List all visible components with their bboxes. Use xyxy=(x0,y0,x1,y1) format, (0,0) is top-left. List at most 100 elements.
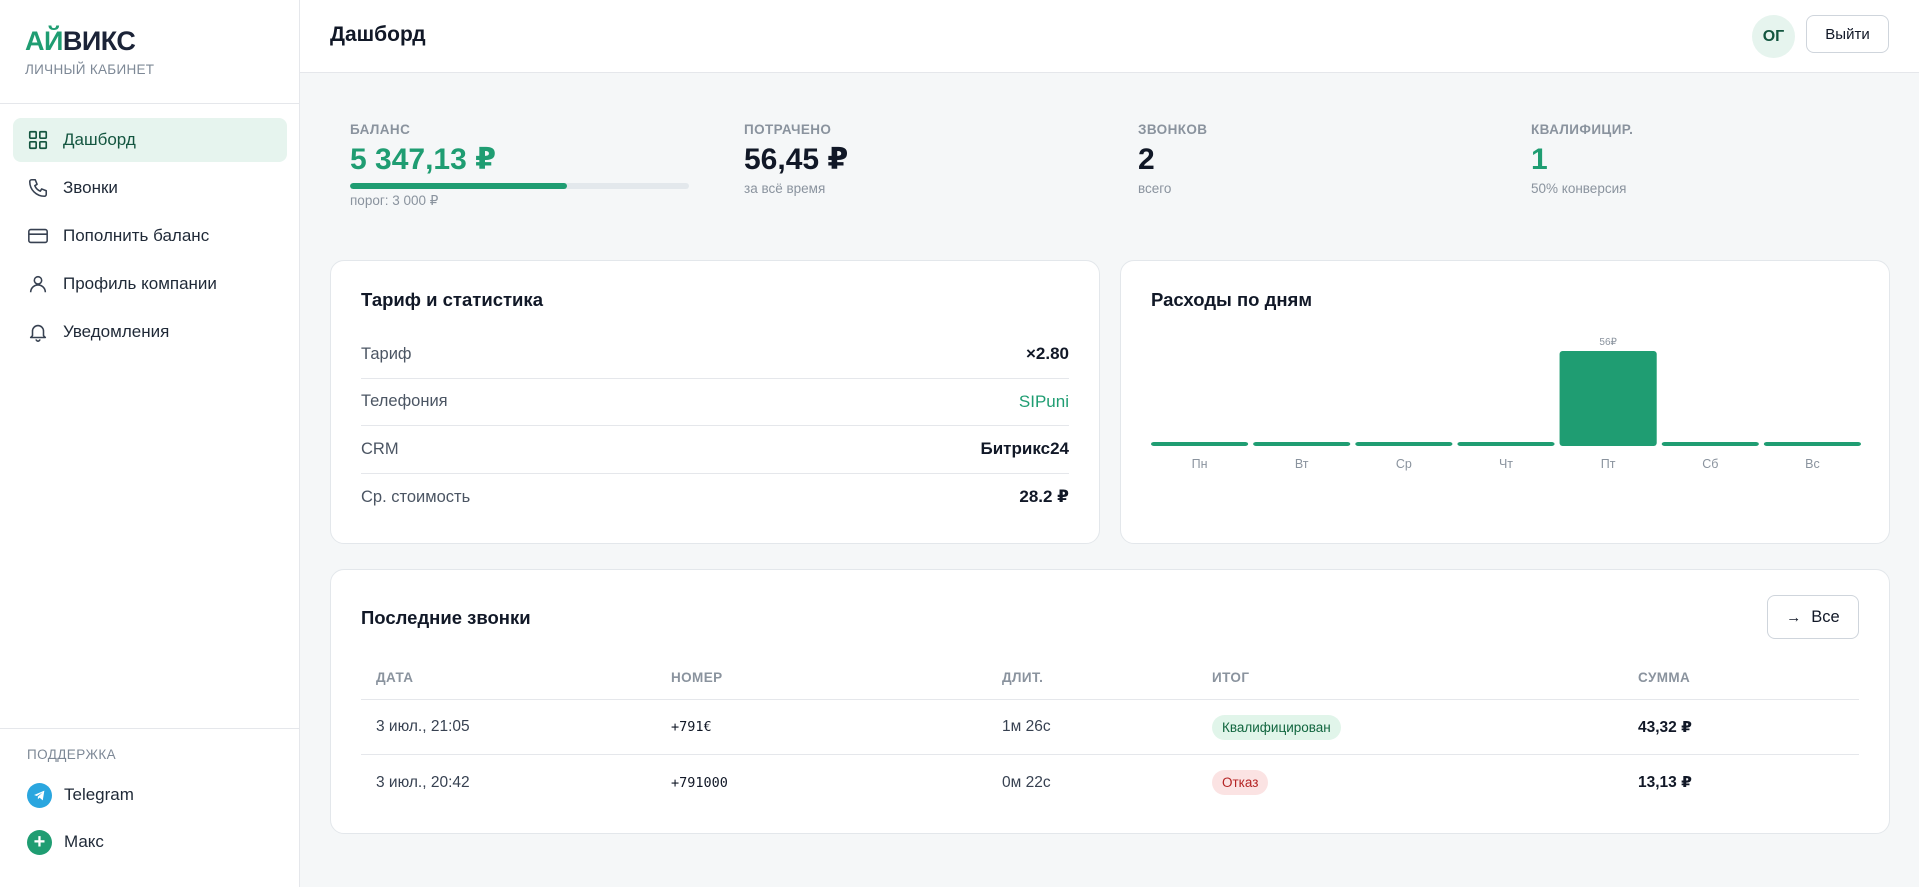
daily-expenses-chart: Пн Вт Ср Чт Пт 56₽ Сб Вс xyxy=(1151,337,1861,471)
stat-qualified: КВАЛИФИЦИР. 1 50% конверсия xyxy=(1531,122,1871,196)
sidebar-item-label: Уведомления xyxy=(63,322,170,341)
chart-tick-label: Пн xyxy=(1192,457,1208,471)
sidebar-item-label: Пополнить баланс xyxy=(63,226,210,245)
phone-icon xyxy=(27,177,49,199)
chart-bar-Ср xyxy=(1355,442,1453,446)
tariff-key: Ср. стоимость xyxy=(361,487,471,506)
sidebar-item-topup[interactable]: Пополнить баланс xyxy=(13,214,287,258)
calls-table: ДАТА НОМЕР ДЛИТ. ИТОГ СУММА 3 июл., 21:0… xyxy=(361,655,1859,810)
recent-calls-card: Последние звонки → Все ДАТА НОМЕР ДЛИТ. … xyxy=(330,569,1890,834)
tariff-key: Тариф xyxy=(361,344,412,363)
sidebar-item-calls[interactable]: Звонки xyxy=(13,166,287,210)
brand: АЙВИКС ЛИЧНЫЙ КАБИНЕТ xyxy=(0,0,299,104)
arrow-right-icon: → xyxy=(1786,608,1802,626)
call-sum: 13,13 ₽ xyxy=(1638,774,1692,791)
dashboard-icon xyxy=(27,129,49,151)
support-title: ПОДДЕРЖКА xyxy=(27,747,116,762)
chart-tick-label: Вт xyxy=(1295,457,1309,471)
brand-subtitle: ЛИЧНЫЙ КАБИНЕТ xyxy=(25,62,155,77)
user-icon xyxy=(27,273,49,295)
stat-sub: всего xyxy=(1138,181,1172,196)
stat-label: ПОТРАЧЕНО xyxy=(744,122,832,137)
credit-card-icon xyxy=(27,225,49,247)
tariff-row: Тариф ×2.80 xyxy=(361,331,1069,379)
chart-bar-Пн xyxy=(1151,442,1249,446)
page-title: Дашборд xyxy=(330,23,426,46)
sidebar-item-label: Звонки xyxy=(63,178,118,197)
call-duration: 1м 26с xyxy=(1002,718,1051,735)
daily-expenses-card: Расходы по дням Пн Вт Ср Чт Пт 56₽ Сб Вс xyxy=(1120,260,1890,544)
logout-button[interactable]: Выйти xyxy=(1806,15,1889,53)
tariff-key: CRM xyxy=(361,439,399,458)
tariff-row: Ср. стоимость 28.2 ₽ xyxy=(361,474,1069,522)
support-max-link[interactable]: + Макс xyxy=(27,829,299,855)
chart-bar-Вс xyxy=(1763,442,1861,446)
tariff-card: Тариф и статистика Тариф ×2.80 Телефония… xyxy=(330,260,1100,544)
telegram-icon xyxy=(27,782,52,808)
stat-label: ЗВОНКОВ xyxy=(1138,122,1208,137)
call-sum: 43,32 ₽ xyxy=(1638,718,1692,736)
sidebar-item-notifications[interactable]: Уведомления xyxy=(13,310,287,354)
tariff-row: CRM Битрикс24 xyxy=(361,426,1069,474)
chart-tick-label: Ср xyxy=(1396,457,1412,471)
stat-balance: БАЛАНС 5 347,13 ₽ порог: 3 000 ₽ xyxy=(350,122,690,209)
chart-bar-Сб xyxy=(1661,442,1759,446)
chart-bar-Чт xyxy=(1457,442,1555,446)
call-result-cell: Квалифицирован xyxy=(1212,714,1638,740)
tariff-row: Телефония SIPuni xyxy=(361,379,1069,426)
tariff-value: ×2.80 xyxy=(1025,344,1069,364)
call-date: 3 июл., 20:42 xyxy=(376,773,470,791)
tariff-value: Битрикс24 xyxy=(980,439,1069,459)
logo[interactable]: АЙВИКС xyxy=(25,26,136,56)
all-calls-button[interactable]: → Все xyxy=(1767,595,1859,639)
sidebar: АЙВИКС ЛИЧНЫЙ КАБИНЕТ Дашборд Звонки Поп… xyxy=(0,0,300,887)
sidebar-item-dashboard[interactable]: Дашборд xyxy=(13,118,287,162)
avatar[interactable]: ОГ xyxy=(1752,15,1795,58)
stat-sub: за всё время xyxy=(744,181,826,196)
chart-bar-Вт xyxy=(1253,442,1351,446)
chart-data-label: 56₽ xyxy=(1599,337,1617,348)
card-title: Последние звонки xyxy=(361,607,531,628)
sidebar-nav: Дашборд Звонки Пополнить баланс Профиль … xyxy=(0,104,299,354)
tariff-value: SIPuni xyxy=(1018,391,1069,411)
sidebar-item-company-profile[interactable]: Профиль компании xyxy=(13,262,287,306)
stat-sub: 50% конверсия xyxy=(1531,181,1627,196)
plus-icon: + xyxy=(27,829,52,855)
stat-label: КВАЛИФИЦИР. xyxy=(1531,122,1634,137)
tariff-key: Телефония xyxy=(361,392,448,411)
column-header-date[interactable]: ДАТА xyxy=(376,669,414,685)
column-header-number[interactable]: НОМЕР xyxy=(671,669,723,685)
stat-value: 5 347,13 ₽ xyxy=(350,143,496,176)
top-header: Дашборд ОГ Выйти xyxy=(300,0,1919,73)
balance-progress-bar xyxy=(350,183,689,189)
stat-value: 1 xyxy=(1531,143,1548,176)
table-header: ДАТА НОМЕР ДЛИТ. ИТОГ СУММА xyxy=(361,655,1859,700)
status-badge: Квалифицирован xyxy=(1212,714,1341,740)
tariff-rows: Тариф ×2.80 Телефония SIPuni CRM Битрикс… xyxy=(361,331,1069,521)
column-header-duration[interactable]: ДЛИТ. xyxy=(1002,669,1044,685)
tariff-value: 28.2 ₽ xyxy=(1019,487,1069,507)
card-title: Расходы по дням xyxy=(1151,289,1313,310)
bell-icon xyxy=(27,321,49,343)
stat-value: 56,45 ₽ xyxy=(744,143,849,176)
column-header-result[interactable]: ИТОГ xyxy=(1212,669,1250,685)
chart-tick-label: Вс xyxy=(1805,457,1820,471)
support-section: ПОДДЕРЖКА Telegram + Макс xyxy=(0,728,299,876)
card-title: Тариф и статистика xyxy=(361,289,543,310)
chart-tick-label: Сб xyxy=(1702,457,1718,471)
chart-bar-Пт xyxy=(1559,351,1657,446)
stat-label: БАЛАНС xyxy=(350,122,411,137)
sidebar-item-label: Дашборд xyxy=(63,130,136,149)
chart-tick-label: Чт xyxy=(1499,457,1513,471)
table-row[interactable]: 3 июл., 21:05 +791€ 1м 26с Квалифицирова… xyxy=(361,700,1859,755)
column-header-sum[interactable]: СУММА xyxy=(1638,669,1691,685)
sidebar-item-label: Профиль компании xyxy=(63,274,217,293)
call-date: 3 июл., 21:05 xyxy=(376,718,470,735)
balance-progress-fill xyxy=(350,183,567,189)
chart-tick-label: Пт xyxy=(1601,457,1616,471)
support-telegram-link[interactable]: Telegram xyxy=(27,782,299,808)
call-result-cell: Отказ xyxy=(1212,770,1638,795)
stat-calls: ЗВОНКОВ 2 всего xyxy=(1138,122,1478,196)
table-row[interactable]: 3 июл., 20:42 +791000 0м 22с Отказ 13,13… xyxy=(361,755,1859,810)
call-number: +791000 xyxy=(671,774,728,791)
